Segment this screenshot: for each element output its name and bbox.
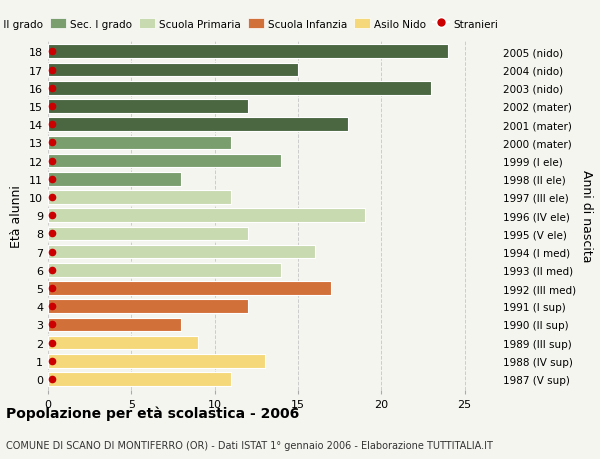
Bar (48, 263, 281, 277)
Bar (48, 209, 365, 223)
Bar (48, 118, 348, 132)
Bar (48, 281, 331, 295)
Bar (48, 100, 248, 113)
Y-axis label: Anni di nascita: Anni di nascita (580, 169, 593, 262)
Bar (48, 154, 281, 168)
Bar (48, 300, 248, 313)
Bar (48, 372, 232, 386)
Bar (48, 45, 448, 59)
Bar (48, 82, 431, 95)
Text: Popolazione per età scolastica - 2006: Popolazione per età scolastica - 2006 (6, 405, 299, 420)
Bar (48, 136, 232, 150)
Bar (48, 336, 198, 350)
Bar (48, 318, 181, 331)
Bar (48, 173, 181, 186)
Bar (48, 63, 298, 77)
Legend: Sec. II grado, Sec. I grado, Scuola Primaria, Scuola Infanzia, Asilo Nido, Stran: Sec. II grado, Sec. I grado, Scuola Prim… (0, 15, 502, 34)
Text: COMUNE DI SCANO DI MONTIFERRO (OR) - Dati ISTAT 1° gennaio 2006 - Elaborazione T: COMUNE DI SCANO DI MONTIFERRO (OR) - Dat… (6, 440, 493, 450)
Y-axis label: Età alunni: Età alunni (10, 185, 23, 247)
Bar (48, 245, 314, 259)
Bar (48, 227, 248, 241)
Bar (48, 191, 232, 204)
Bar (48, 354, 265, 368)
